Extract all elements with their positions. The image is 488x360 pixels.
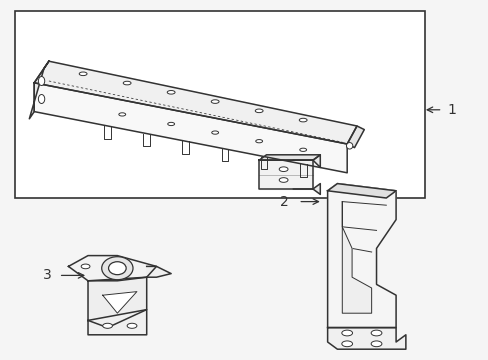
- Ellipse shape: [81, 264, 90, 269]
- Ellipse shape: [255, 140, 262, 143]
- Polygon shape: [327, 328, 405, 349]
- Ellipse shape: [211, 100, 219, 103]
- Ellipse shape: [255, 109, 263, 113]
- Ellipse shape: [102, 323, 112, 328]
- Ellipse shape: [279, 167, 287, 171]
- Text: 2: 2: [279, 195, 288, 208]
- Ellipse shape: [127, 323, 137, 328]
- Polygon shape: [259, 155, 320, 160]
- Polygon shape: [293, 184, 320, 194]
- Circle shape: [102, 257, 133, 280]
- Bar: [15, 11, 425, 198]
- Text: 1: 1: [447, 103, 455, 117]
- Polygon shape: [34, 61, 356, 144]
- Ellipse shape: [341, 341, 352, 347]
- Ellipse shape: [299, 148, 306, 152]
- Polygon shape: [327, 184, 395, 328]
- Ellipse shape: [79, 72, 87, 76]
- Ellipse shape: [346, 143, 352, 149]
- Polygon shape: [88, 310, 146, 335]
- Ellipse shape: [299, 118, 306, 122]
- Polygon shape: [102, 292, 137, 313]
- Ellipse shape: [341, 330, 352, 336]
- Polygon shape: [342, 202, 371, 313]
- Polygon shape: [346, 126, 364, 148]
- Ellipse shape: [211, 131, 218, 134]
- Ellipse shape: [370, 330, 381, 336]
- Ellipse shape: [123, 81, 131, 85]
- Ellipse shape: [167, 122, 174, 126]
- Ellipse shape: [119, 113, 125, 116]
- Ellipse shape: [167, 90, 175, 94]
- Polygon shape: [29, 61, 49, 119]
- Polygon shape: [88, 277, 146, 328]
- Ellipse shape: [279, 177, 287, 182]
- Polygon shape: [327, 184, 395, 198]
- Polygon shape: [259, 160, 312, 189]
- Ellipse shape: [370, 341, 381, 347]
- Text: 3: 3: [42, 269, 51, 282]
- Polygon shape: [146, 266, 171, 277]
- Ellipse shape: [38, 77, 45, 85]
- Polygon shape: [34, 83, 346, 173]
- Circle shape: [108, 262, 126, 275]
- Polygon shape: [293, 155, 320, 167]
- Ellipse shape: [38, 94, 45, 104]
- Polygon shape: [68, 256, 156, 281]
